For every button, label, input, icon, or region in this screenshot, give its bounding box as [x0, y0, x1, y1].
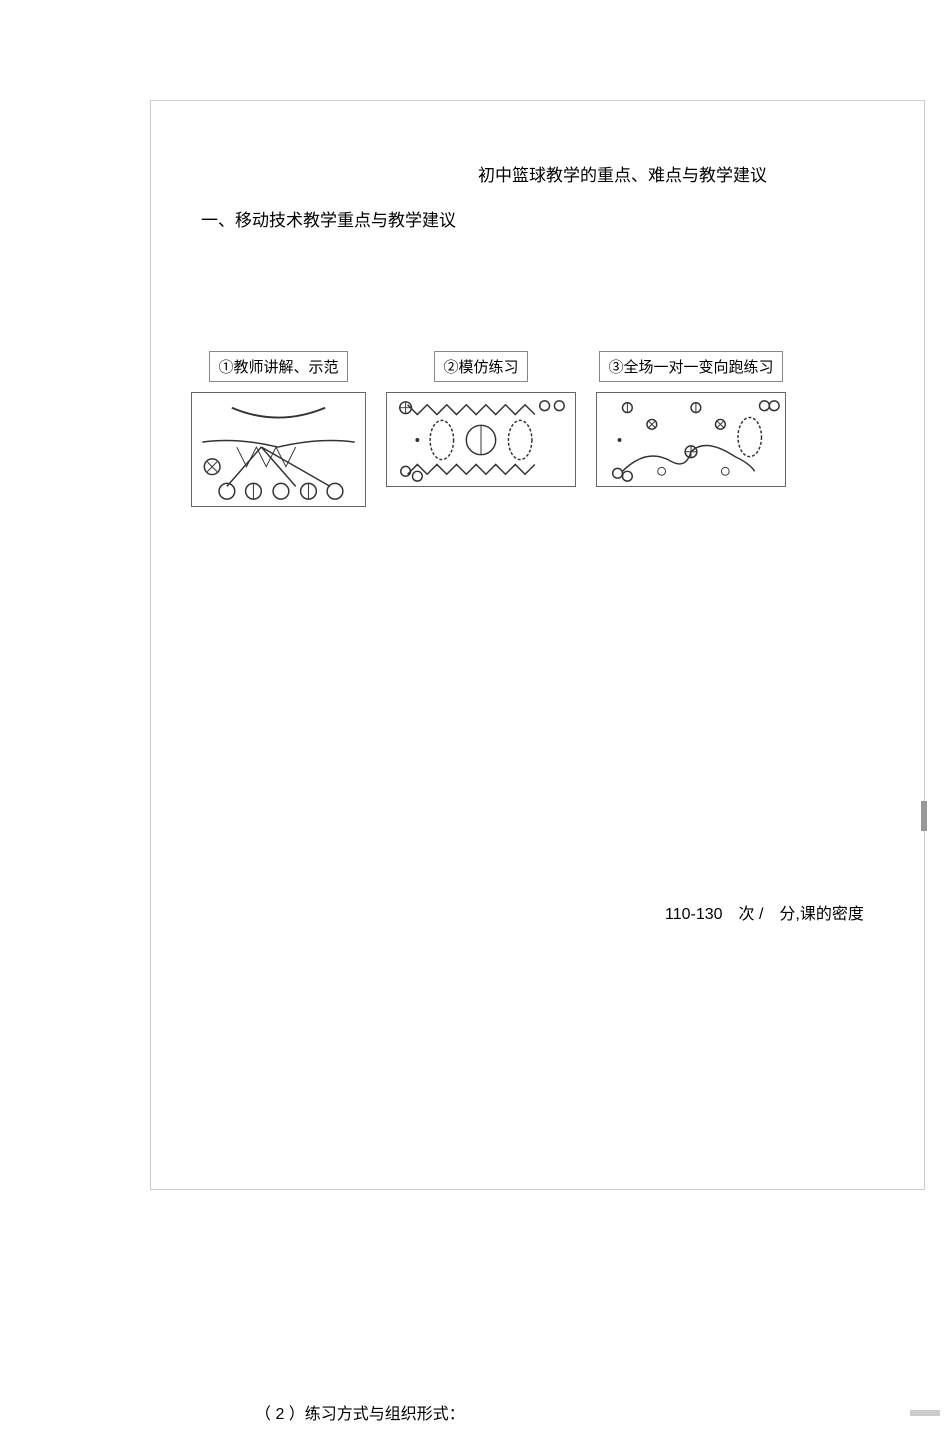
figure-3-diagram — [596, 392, 786, 487]
figure-2-label: ②模仿练习 — [434, 351, 527, 382]
bottom-mark — [910, 1410, 940, 1416]
figure-3-label: ③全场一对一变向跑练习 — [599, 351, 782, 382]
bottom-section-text: （ 2 ）练习方式与组织形式： — [255, 1400, 465, 1424]
figure-1: ①教师讲解、示范 — [191, 351, 366, 507]
figure-2: ②模仿练习 — [386, 351, 576, 507]
heart-rate-text: 110-130 次 / 分,课的密度 — [665, 900, 950, 924]
figure-row: ①教师讲解、示范 ②模仿练习 — [191, 351, 904, 507]
section-heading: 一、移动技术教学重点与教学建议 — [201, 206, 904, 231]
figure-2-diagram — [386, 392, 576, 487]
document-title: 初中篮球教学的重点、难点与教学建议 — [341, 161, 904, 186]
figure-3: ③全场一对一变向跑练习 — [596, 351, 786, 507]
document-page: 初中篮球教学的重点、难点与教学建议 一、移动技术教学重点与教学建议 ①教师讲解、… — [150, 100, 925, 1190]
page-border-mark — [921, 801, 927, 831]
figure-1-label: ①教师讲解、示范 — [209, 351, 347, 382]
figure-1-diagram — [191, 392, 366, 507]
